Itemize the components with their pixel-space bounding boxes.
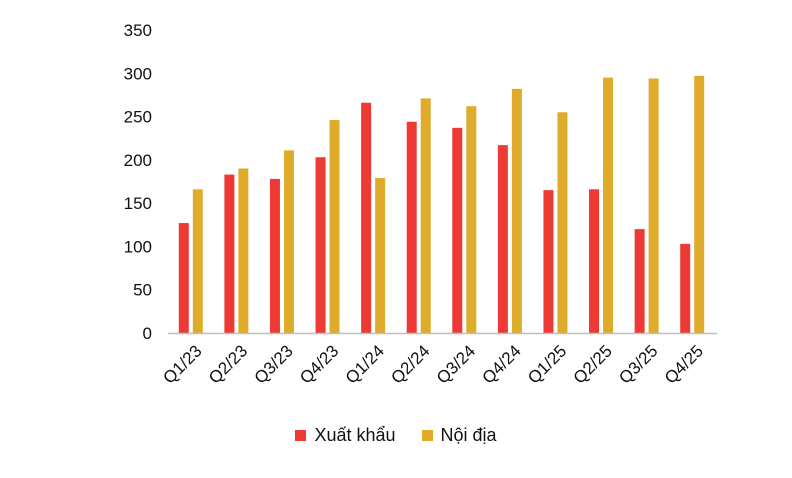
x-tick-label: Q2/25 xyxy=(570,341,616,387)
bar-noi-dia-Q3-25 xyxy=(648,78,659,333)
bar-xuat-khau-Q4-23 xyxy=(315,157,326,333)
x-tick-label: Q4/23 xyxy=(296,341,342,387)
legend-label-noi-dia: Nội địa xyxy=(440,425,497,445)
bar-xuat-khau-Q1-23 xyxy=(178,223,189,333)
x-tick-label: Q1/23 xyxy=(159,341,205,387)
x-tick-label: Q2/23 xyxy=(205,341,251,387)
bar-noi-dia-Q3-23 xyxy=(283,150,294,333)
bar-xuat-khau-Q3-23 xyxy=(269,178,280,333)
bar-xuat-khau-Q2-24 xyxy=(406,121,417,333)
bar-noi-dia-Q4-24 xyxy=(511,88,522,334)
bars xyxy=(178,75,705,334)
bar-xuat-khau-Q2-25 xyxy=(589,189,600,333)
x-tick-label: Q3/24 xyxy=(433,341,479,387)
bar-xuat-khau-Q3-24 xyxy=(452,127,463,333)
y-tick-label: 250 xyxy=(124,108,152,127)
bar-noi-dia-Q4-23 xyxy=(329,120,340,333)
x-tick-label: Q2/24 xyxy=(387,341,433,387)
bar-noi-dia-Q2-25 xyxy=(603,77,614,333)
y-tick-label: 200 xyxy=(124,151,152,170)
bar-noi-dia-Q3-24 xyxy=(466,106,477,333)
y-tick-label: 100 xyxy=(124,237,152,256)
x-tick-label: Q4/24 xyxy=(479,341,525,387)
legend-item-noi-dia: Nội địa xyxy=(421,425,497,446)
bar-xuat-khau-Q2-23 xyxy=(224,174,235,333)
y-tick-label: 300 xyxy=(124,64,152,83)
y-tick-label: 350 xyxy=(124,21,152,40)
x-tick-label: Q1/25 xyxy=(524,341,570,387)
legend-swatch-xuat-khau xyxy=(295,430,307,441)
bar-noi-dia-Q2-23 xyxy=(238,168,249,333)
y-axis: 0 50 100 150 200 250 300 350 xyxy=(124,21,152,343)
bar-xuat-khau-Q1-25 xyxy=(543,190,554,333)
bar-xuat-khau-Q4-25 xyxy=(680,243,691,333)
x-tick-label: Q3/25 xyxy=(615,341,661,387)
y-tick-label: 50 xyxy=(133,281,152,300)
y-tick-label: 150 xyxy=(124,194,152,213)
x-tick-label: Q3/23 xyxy=(251,341,297,387)
legend: Xuất khẩu Nội địa xyxy=(0,425,792,446)
x-tick-label: Q4/25 xyxy=(661,341,707,387)
legend-item-xuat-khau: Xuất khẩu xyxy=(295,425,396,446)
x-axis: Q1/23 Q2/23 Q3/23 Q4/23 Q1/24 Q2/24 Q3/24 Q4/24… xyxy=(159,341,707,387)
bar-noi-dia-Q2-24 xyxy=(420,98,431,334)
x-tick-label: Q1/24 xyxy=(342,341,388,387)
bar-xuat-khau-Q3-25 xyxy=(634,229,645,333)
bar-noi-dia-Q4-25 xyxy=(694,75,705,333)
legend-swatch-noi-dia xyxy=(421,430,433,441)
bar-noi-dia-Q1-23 xyxy=(192,189,203,333)
legend-label-xuat-khau: Xuất khẩu xyxy=(314,425,396,445)
bar-noi-dia-Q1-25 xyxy=(557,112,568,333)
bar-xuat-khau-Q1-24 xyxy=(361,102,372,333)
bar-noi-dia-Q1-24 xyxy=(375,178,386,333)
y-tick-label: 0 xyxy=(143,324,152,343)
bar-xuat-khau-Q4-24 xyxy=(497,145,508,333)
